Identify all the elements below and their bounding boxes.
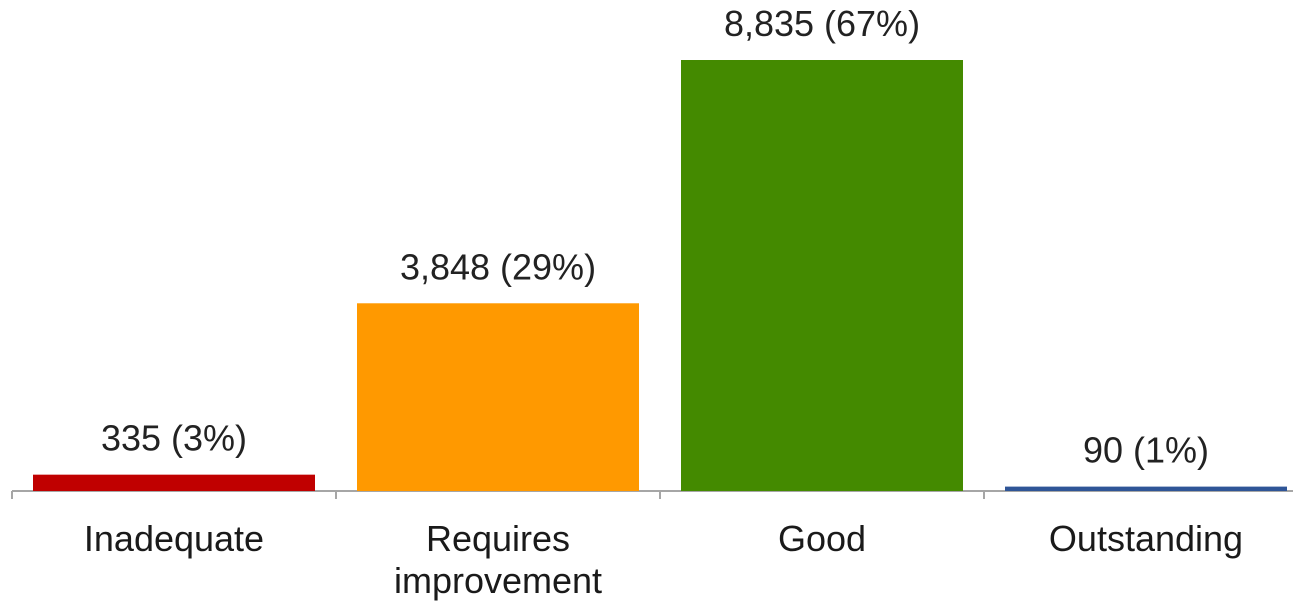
category-label: Inadequate: [84, 518, 264, 559]
bar: [1005, 486, 1287, 491]
bar: [357, 303, 639, 491]
data-labels: 335 (3%) 3,848 (29%) 8,835 (67%) 90 (1%): [101, 3, 1209, 471]
category-label: Requires: [426, 518, 570, 559]
bar: [681, 60, 963, 491]
category-label: Outstanding: [1049, 518, 1243, 559]
category-label: improvement: [394, 560, 602, 601]
bars: [33, 60, 1287, 491]
data-label: 90 (1%): [1083, 430, 1209, 471]
category-label: Good: [778, 518, 866, 559]
data-label: 8,835 (67%): [724, 3, 920, 44]
plot-area: 335 (3%) 3,848 (29%) 8,835 (67%) 90 (1%) In…: [11, 3, 1293, 601]
x-axis-ticks: [11, 491, 985, 499]
bar: [33, 474, 315, 491]
data-label: 335 (3%): [101, 418, 247, 459]
data-label: 3,848 (29%): [400, 246, 596, 287]
